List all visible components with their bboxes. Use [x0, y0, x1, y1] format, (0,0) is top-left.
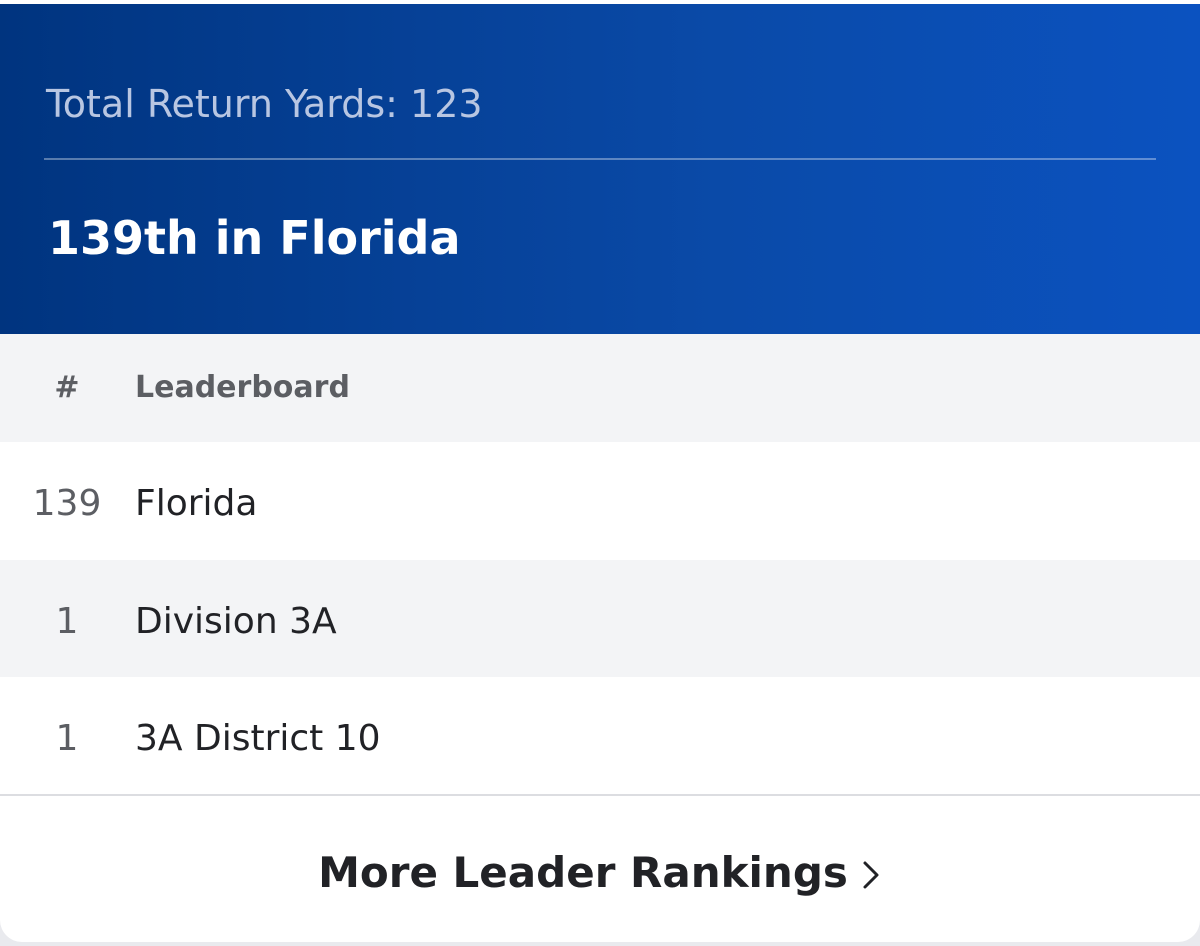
header-divider	[44, 158, 1156, 160]
more-leader-rankings-link[interactable]: More Leader Rankings	[0, 845, 1200, 901]
table-header: # Leaderboard	[0, 334, 1200, 442]
column-header-leaderboard: Leaderboard	[135, 370, 350, 405]
more-leader-rankings-label: More Leader Rankings	[318, 848, 848, 897]
row-leaderboard: Division 3A	[135, 601, 337, 642]
table-row[interactable]: 1 3A District 10	[0, 677, 1200, 795]
row-rank: 1	[55, 601, 79, 642]
footer-divider	[0, 794, 1200, 796]
row-rank: 139	[32, 483, 102, 524]
table-row[interactable]: 139 Florida	[0, 442, 1200, 560]
chevron-right-icon	[863, 861, 879, 889]
table-row[interactable]: 1 Division 3A	[0, 560, 1200, 678]
rank-title: 139th in Florida	[48, 211, 461, 265]
stat-header: Total Return Yards: 123 139th in Florida	[0, 4, 1200, 334]
row-rank: 1	[55, 718, 79, 759]
top-strip	[0, 0, 1200, 4]
row-leaderboard: 3A District 10	[135, 718, 381, 759]
column-header-rank: #	[54, 370, 80, 405]
stat-label: Total Return Yards: 123	[46, 82, 483, 126]
row-leaderboard: Florida	[135, 483, 258, 524]
